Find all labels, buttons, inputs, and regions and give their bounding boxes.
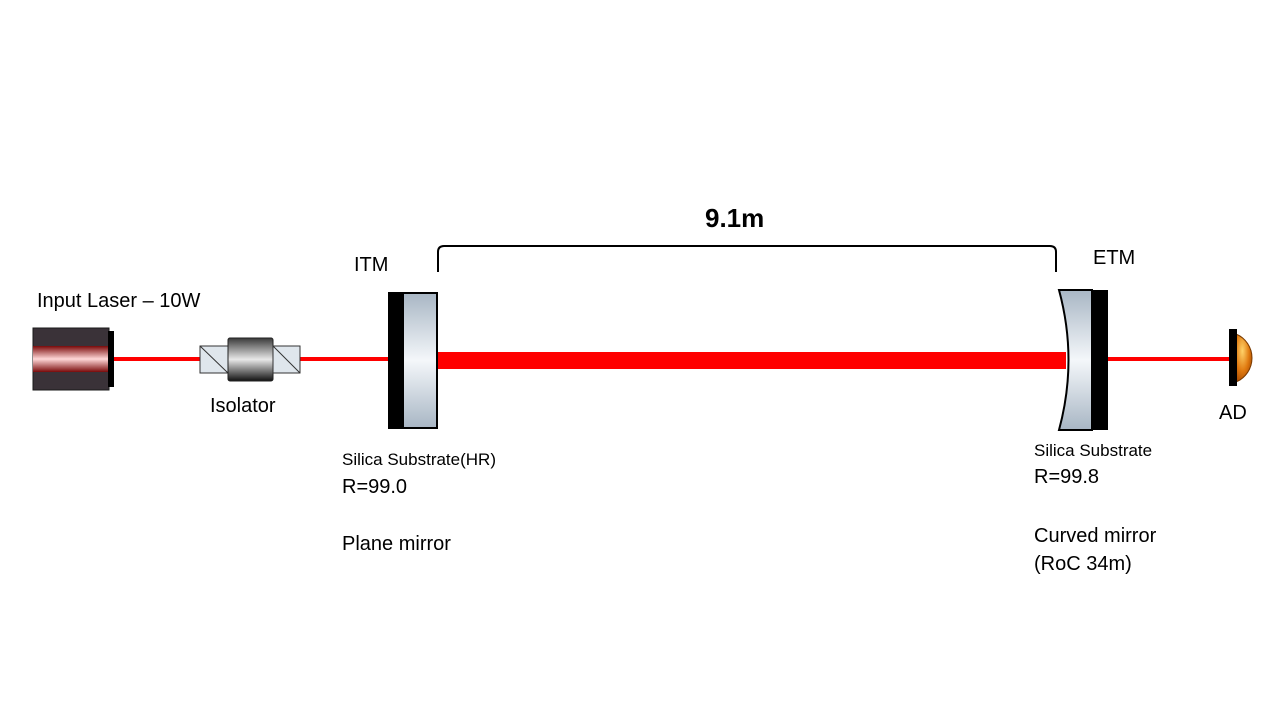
beam-laser-to-isolator [110, 357, 202, 361]
laser-label: Input Laser – 10W [37, 290, 201, 312]
itm-label: ITM [354, 254, 389, 276]
etm-reflectivity-label: R=99.8 [1034, 466, 1100, 488]
detector-icon [1229, 329, 1253, 386]
itm-reflectivity-label: R=99.0 [342, 476, 408, 498]
beam-isolator-to-itm [298, 357, 390, 361]
cavity-length-bracket [437, 245, 1057, 272]
laser-source-icon [32, 327, 114, 391]
etm-substrate-label: Silica Substrate [1034, 441, 1153, 460]
isolator-icon [199, 337, 301, 382]
etm-mirror-icon [1057, 289, 1108, 431]
beam-etm-to-detector [1106, 357, 1230, 361]
itm-mirror-icon [388, 292, 438, 429]
cavity-length-label: 9.1m [705, 203, 765, 233]
etm-label: ETM [1093, 247, 1136, 269]
itm-substrate-label: Silica Substrate(HR) [342, 450, 496, 469]
etm-type-label-line2: (RoC 34m) [1034, 553, 1132, 575]
detector-label: AD [1219, 402, 1247, 424]
intracavity-beam [436, 352, 1066, 369]
etm-type-label-line1: Curved mirror [1034, 525, 1157, 547]
isolator-label: Isolator [210, 395, 276, 417]
itm-type-label: Plane mirror [342, 533, 451, 555]
